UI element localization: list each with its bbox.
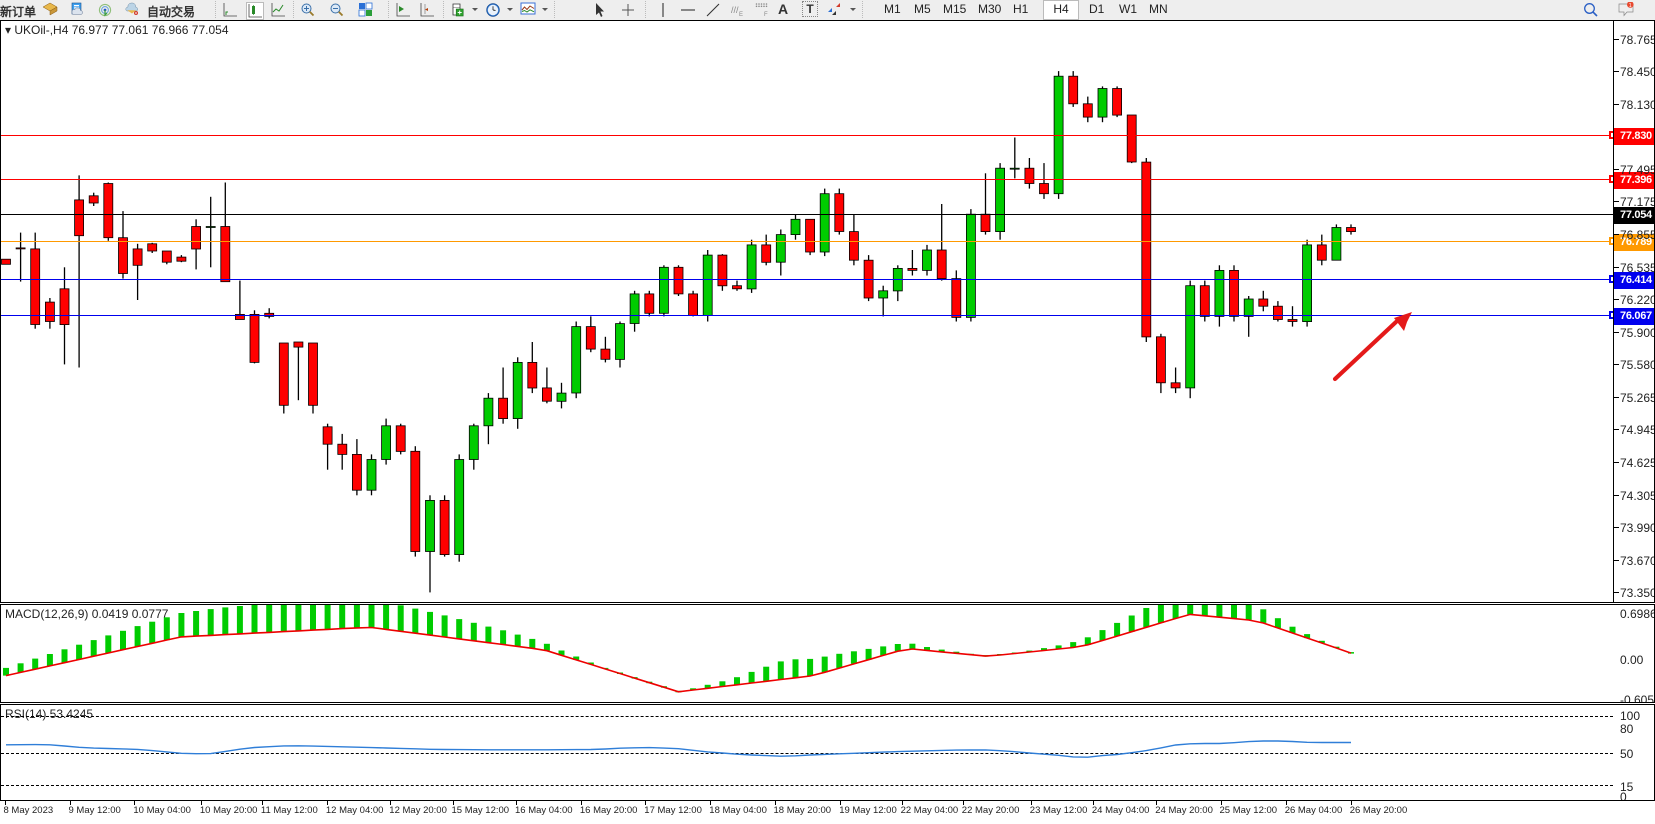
svg-text:///: /// [731,5,739,15]
svg-text:1: 1 [1629,3,1632,9]
svg-text:F: F [764,12,768,18]
svg-text:E: E [739,12,743,18]
